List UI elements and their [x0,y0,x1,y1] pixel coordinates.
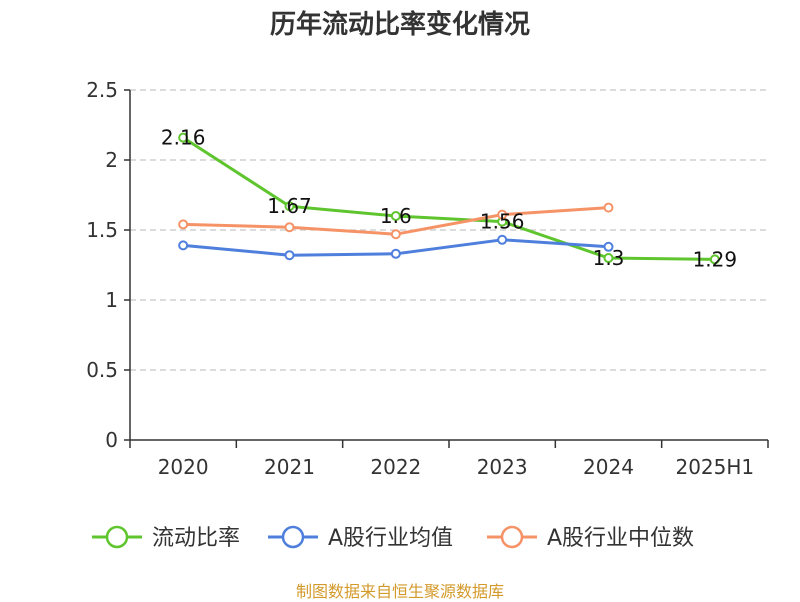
data-point[interactable] [603,202,614,213]
legend-swatch-marker [500,525,524,549]
data-label: 1.29 [693,247,738,271]
data-point[interactable] [390,211,401,221]
data-point[interactable] [178,132,189,143]
legend-item-0[interactable]: 流动比率 [92,525,240,551]
data-point[interactable] [390,229,401,240]
data-point[interactable] [284,250,295,261]
y-tick-label: 2.5 [86,78,118,102]
data-labels: 2.16 1.67 1.6 1.56 1.3 1.29 [161,126,737,272]
data-label: 1.56 [480,210,525,234]
axes: 0 0.5 1 1.5 2 2.5 2020 2021 2022 2023 2024 2025H1 [86,78,769,479]
legend-item-1[interactable]: A股行业均值 [268,525,453,551]
data-point[interactable] [709,254,720,265]
x-tick-label: 2025H1 [675,455,754,479]
x-tick-label: 2022 [370,455,421,479]
grid-lines [130,89,768,371]
legend-swatch-marker [281,525,305,549]
legend[interactable]: 流动比率 A股行业均值 A股行业中位数 [92,525,694,551]
x-tick-label: 2024 [583,455,634,479]
data-label: 1.6 [380,204,412,228]
y-tick-label: 2 [105,148,118,172]
source-note: 制图数据来自恒生聚源数据库 [295,582,504,601]
data-point[interactable] [284,201,295,212]
legend-label: A股行业中位数 [547,526,694,551]
data-point[interactable] [178,219,189,230]
series-lines [178,132,720,265]
x-tick-label: 2021 [264,455,315,479]
data-label: 2.16 [161,126,206,150]
data-label: 1.67 [267,194,312,218]
data-point[interactable] [497,234,508,245]
data-point[interactable] [603,241,614,252]
data-label: 1.3 [593,246,625,270]
legend-item-2[interactable]: A股行业中位数 [487,525,694,551]
series-line-0 [182,136,715,261]
chart-title: 历年流动比率变化情况 [269,10,530,40]
x-tick-label: 2023 [477,455,528,479]
data-point[interactable] [284,222,295,233]
x-tick-label: 2020 [158,455,209,479]
data-point[interactable] [178,240,189,251]
y-tick-label: 0.5 [86,358,118,382]
legend-label: 流动比率 [152,526,240,551]
legend-label: A股行业均值 [328,526,453,551]
data-point[interactable] [497,209,508,220]
y-tick-label: 0 [105,428,118,452]
data-point[interactable] [390,248,401,259]
legend-swatch-marker [105,525,129,549]
data-point[interactable] [603,253,614,263]
y-tick-label: 1.5 [86,218,118,242]
y-tick-label: 1 [105,288,118,312]
